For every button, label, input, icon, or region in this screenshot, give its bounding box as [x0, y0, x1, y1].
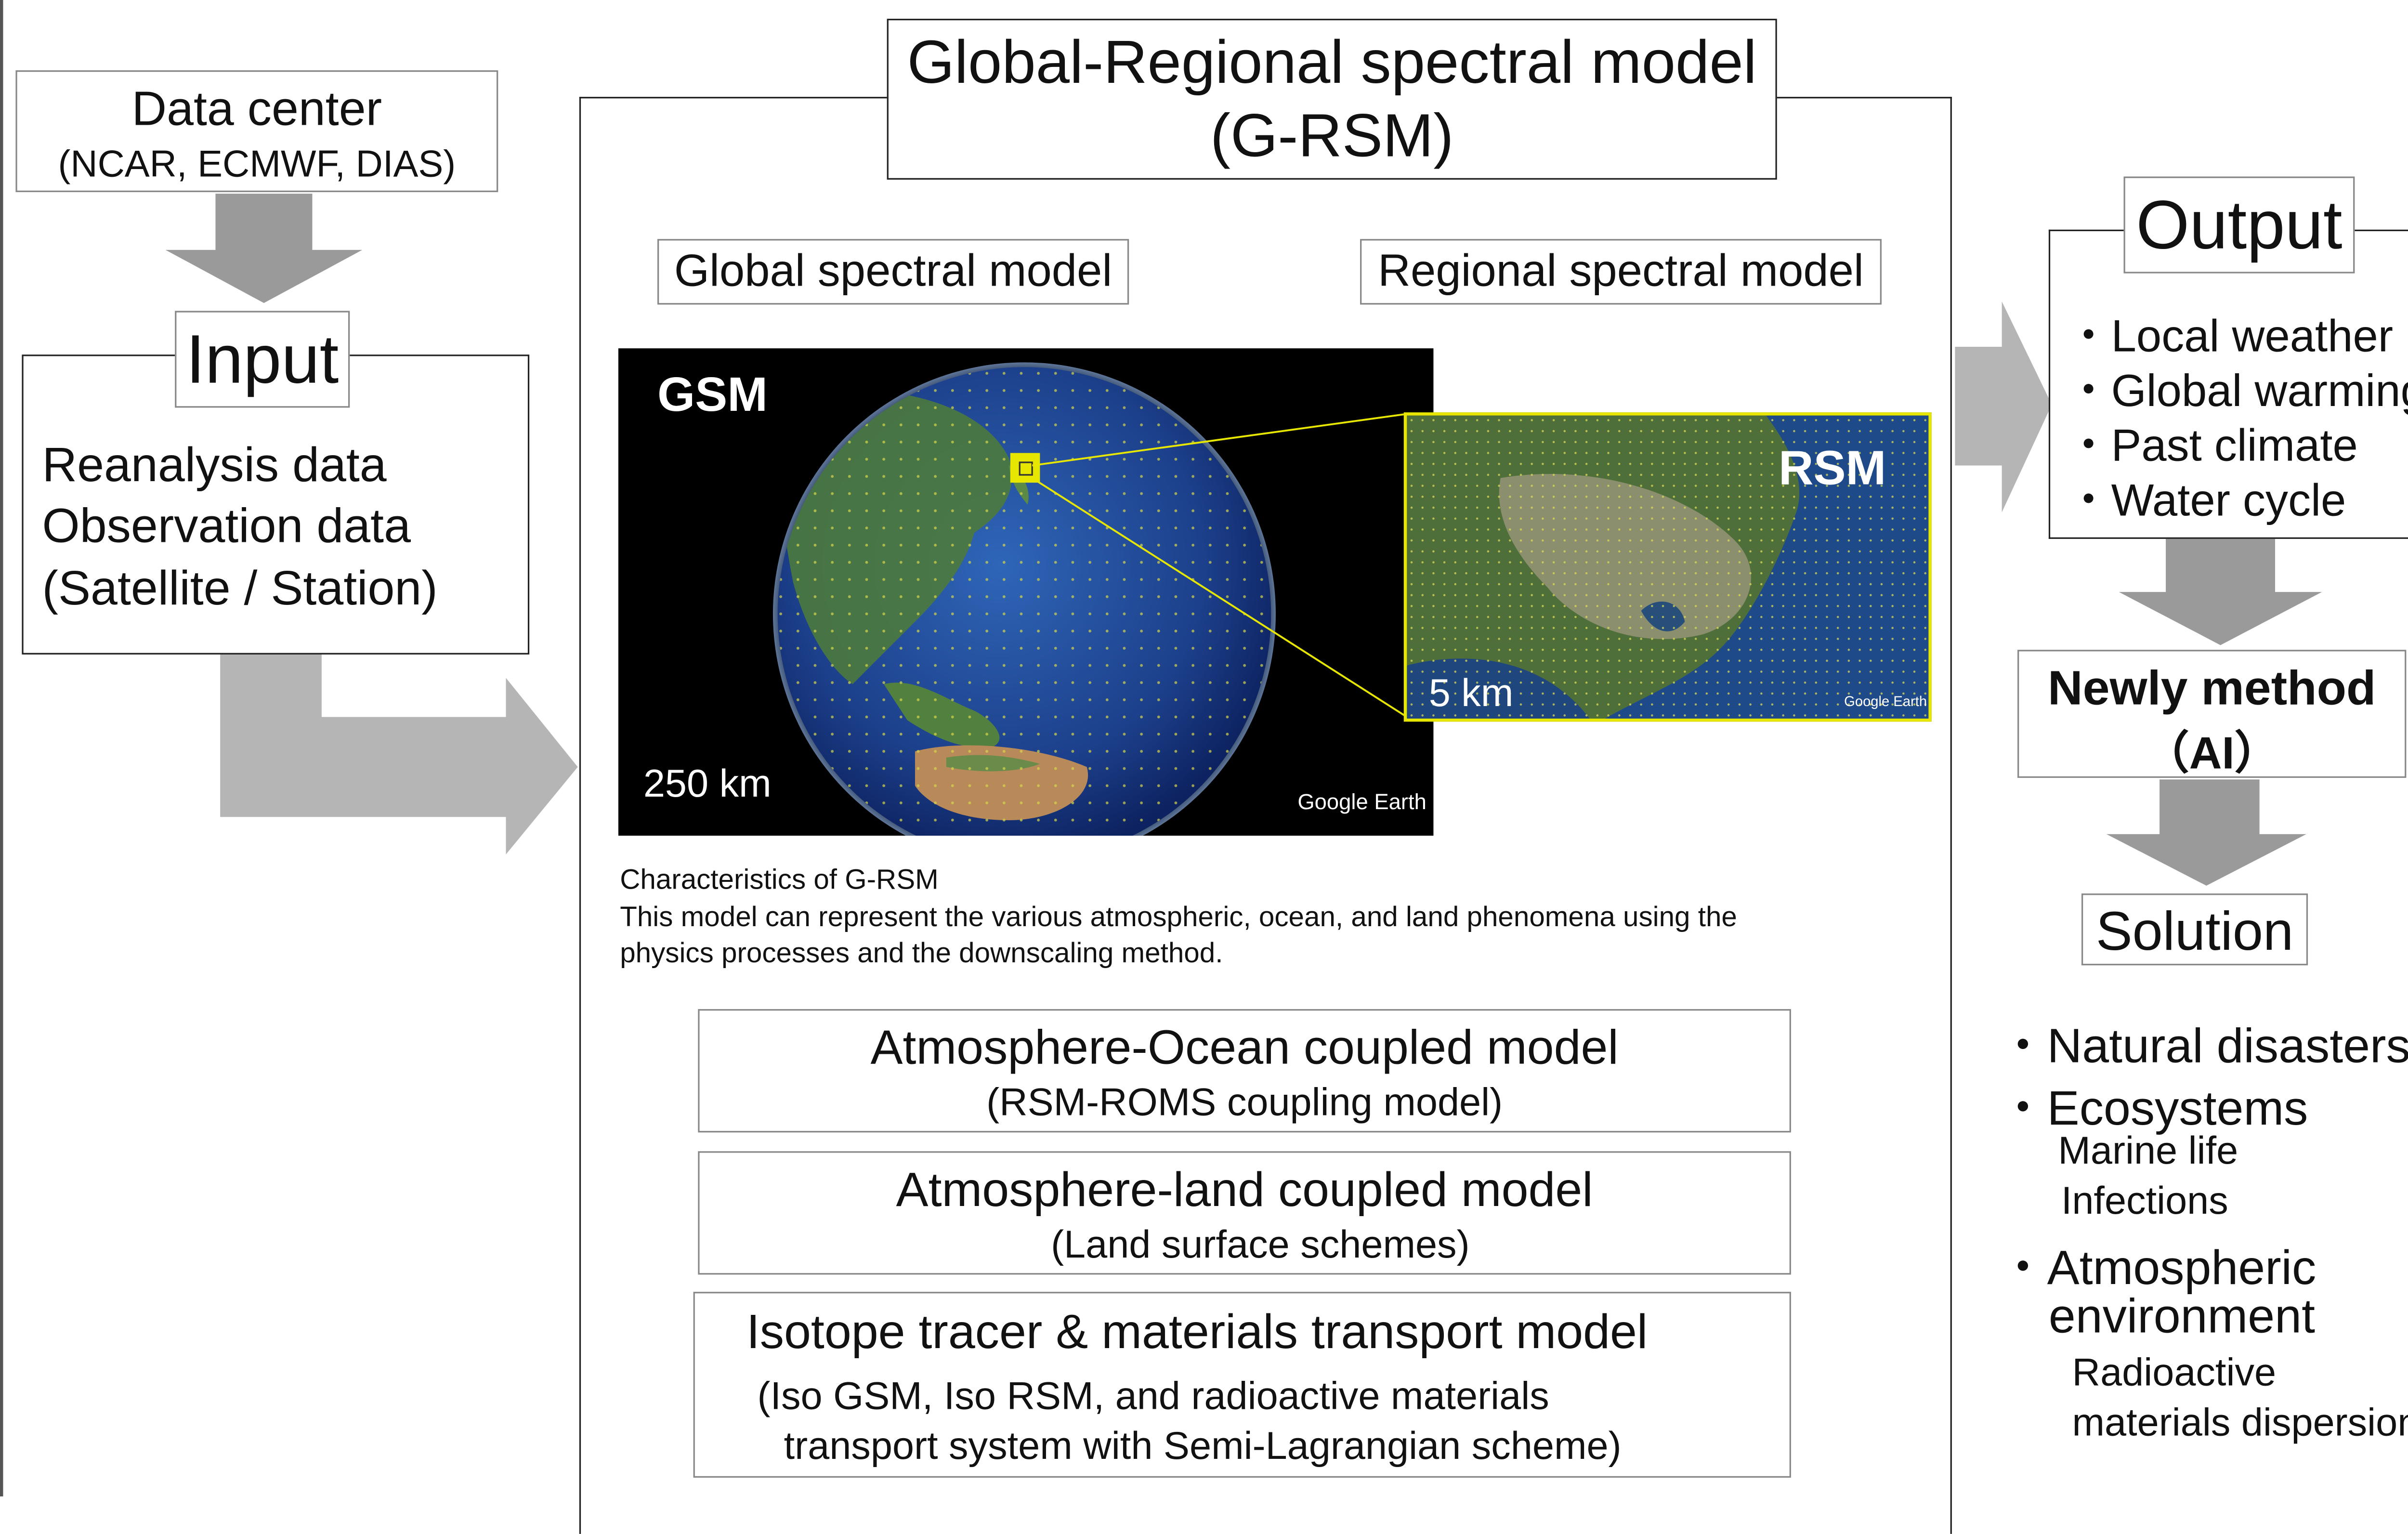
atmosphere-ocean-subtitle: (RSM-ROMS coupling model) [986, 1081, 1503, 1125]
atmosphere-land-subtitle: (Land surface schemes) [1051, 1223, 1470, 1267]
output-item-global-warming: Global warming [2066, 354, 2408, 420]
grsm-title-box: Global-Regional spectral model (G-RSM) [887, 18, 1777, 180]
output-title-box: Output [2123, 176, 2355, 274]
rsm-label: RSM [1778, 440, 1886, 496]
isotope-tracer-box: Isotope tracer & materials transport mod… [693, 1292, 1791, 1478]
output-item-label: Global warming [2111, 367, 2408, 417]
rsm-inset-graphic [1407, 415, 1929, 719]
newly-method-box: Newly method （AI） [2017, 650, 2407, 779]
zoom-line-bottom [1032, 477, 1408, 718]
output-item-local-weather: Local weather [2066, 300, 2394, 366]
regional-model-box: Regional spectral model [1360, 239, 1882, 305]
rsm-resolution: 5 km [1428, 671, 1514, 716]
output-box: Local weather Global warming Past climat… [2048, 229, 2408, 539]
downscaling-label: Down-scaling [1152, 256, 1303, 283]
solution-materials-dispersion: materials dispersion [2072, 1401, 2408, 1445]
gsm-globe-image: GSM 250 km Google Earth [618, 348, 1434, 836]
characteristics-line1: This model can represent the various atm… [620, 901, 1737, 933]
solution-atmospheric: Atmospheric [1999, 1228, 2316, 1298]
grsm-title-line1: Global-Regional spectral model [907, 29, 1757, 97]
atmosphere-ocean-box: Atmosphere-Ocean coupled model (RSM-ROMS… [698, 1009, 1791, 1133]
data-center-box: Data center (NCAR, ECMWF, DIAS) [15, 70, 498, 192]
output-title: Output [2136, 187, 2343, 264]
newly-method-line1: Newly method [2048, 660, 2376, 716]
characteristics-title: Characteristics of G-RSM [620, 864, 939, 895]
right-arrow-output [1955, 301, 2052, 512]
input-box: Reanalysis data Observation data (Satell… [22, 354, 530, 655]
input-line-2: Observation data [42, 498, 411, 553]
regional-model-label: Regional spectral model [1378, 247, 1864, 297]
rsm-inset-image: RSM 5 km Google Earth [1403, 412, 1932, 722]
atmosphere-ocean-title: Atmosphere-Ocean coupled model [870, 1020, 1619, 1075]
data-center-subtitle: (NCAR, ECMWF, DIAS) [58, 144, 456, 186]
global-model-label: Global spectral model [674, 247, 1112, 297]
output-item-water-cycle: Water cycle [2066, 464, 2346, 529]
solution-title-box: Solution [2081, 893, 2308, 966]
solution-item-label: Natural disasters [2047, 1018, 2408, 1074]
atmosphere-land-box: Atmosphere-land coupled model (Land surf… [698, 1151, 1791, 1275]
solution-item-label: Atmospheric [2047, 1240, 2316, 1295]
solution-marine-life: Marine life [2058, 1129, 2238, 1173]
gsm-resolution: 250 km [643, 762, 772, 806]
output-item-label: Local weather [2111, 312, 2394, 363]
output-item-label: Water cycle [2111, 476, 2346, 526]
solution-ecosystems: Ecosystems [1999, 1068, 2308, 1139]
google-earth-main: Google Earth [1297, 788, 1426, 814]
down-arrow-solution [2106, 779, 2306, 886]
google-earth-inset: Google Earth [1844, 693, 1927, 709]
down-arrow-output [2119, 538, 2322, 645]
solution-item-label: Ecosystems [2047, 1081, 2308, 1136]
japan-highlight-square [1010, 453, 1040, 483]
newly-method-line2: （AI） [2144, 729, 2280, 780]
input-title-box: Input [175, 311, 350, 408]
input-title: Input [186, 322, 339, 399]
output-item-label: Past climate [2111, 421, 2358, 472]
solution-radioactive: Radioactive [2072, 1351, 2277, 1395]
isotope-tracer-subtitle2: transport system with Semi-Lagrangian sc… [784, 1424, 1622, 1468]
solution-natural-disasters: Natural disasters [1999, 1006, 2408, 1076]
isotope-tracer-title: Isotope tracer & materials transport mod… [746, 1304, 1648, 1359]
left-edge-line [0, 0, 2, 1496]
characteristics-line2: physics processes and the downscaling me… [620, 937, 1223, 969]
input-line-1: Reanalysis data [42, 437, 387, 492]
gsm-label: GSM [657, 367, 768, 422]
output-item-past-climate: Past climate [2066, 409, 2358, 475]
globe-graphic [773, 362, 1408, 836]
global-model-box: Global spectral model [657, 239, 1129, 305]
solution-infections: Infections [2061, 1179, 2228, 1223]
grsm-title-line2: (G-RSM) [1210, 103, 1454, 170]
arrows-layer [165, 194, 2322, 886]
data-center-title: Data center [131, 81, 382, 136]
zoom-line-top [1032, 413, 1407, 467]
input-line-3: (Satellite / Station) [42, 561, 438, 616]
solution-environment: environment [2048, 1288, 2316, 1344]
right-arrow-input [220, 653, 578, 855]
down-arrow-datacenter [165, 194, 363, 303]
atmosphere-land-title: Atmosphere-land coupled model [896, 1162, 1593, 1217]
solution-title: Solution [2095, 901, 2294, 962]
isotope-tracer-subtitle1: (Iso GSM, Iso RSM, and radioactive mater… [757, 1375, 1549, 1418]
